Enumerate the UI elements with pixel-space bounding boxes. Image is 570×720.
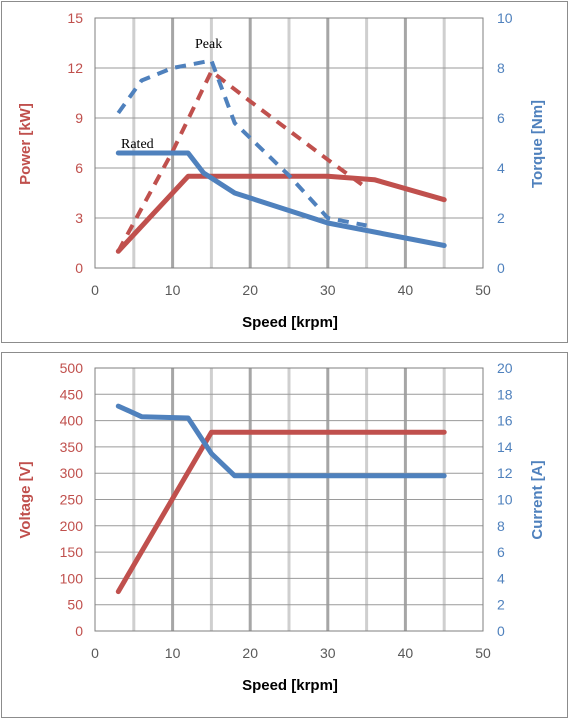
y-left-tick-label: 450 (60, 386, 84, 402)
power-torque-chart: Speed [krpm] Power [kW] Torque [Nm] Peak… (17, 10, 546, 331)
annotation-rated: Rated (121, 137, 154, 152)
y-left-tick-label: 3 (75, 210, 83, 226)
x-tick-label: 0 (91, 645, 99, 661)
y-right-tick-label: 10 (497, 492, 513, 508)
series-line-rated-power (115, 173, 447, 254)
y-right-tick-label: 10 (497, 10, 513, 26)
x-tick-label: 30 (320, 645, 336, 661)
x-tick-label: 10 (165, 282, 181, 298)
y-left-tick-label: 150 (60, 544, 84, 560)
x-tick-label: 10 (165, 645, 181, 661)
voltage-current-chart-panel: Speed [krpm] Voltage [V] Current [A] 0 50… (1, 352, 568, 718)
plot-frame (94, 367, 484, 632)
x-tick-label: 20 (242, 645, 258, 661)
y-right-tick-label: 14 (497, 439, 513, 455)
y-right-tick-label: 18 (497, 386, 513, 402)
series-line-current (115, 403, 447, 479)
y-right-tick-label: 4 (497, 570, 505, 586)
plot-frame (94, 17, 484, 269)
plot-area (94, 17, 484, 269)
y-right-tick-label: 0 (497, 623, 505, 639)
x-tick-label: 40 (398, 282, 414, 298)
y-left-tick-label: 500 (60, 360, 84, 376)
y-left-tick-label: 200 (60, 518, 84, 534)
y-right-tick-label: 0 (497, 260, 505, 276)
x-axis-label: Speed [krpm] (242, 314, 338, 331)
y-left-tick-label: 6 (75, 160, 83, 176)
series-line-rated-torque (115, 150, 447, 248)
y-left-tick-label: 100 (60, 570, 84, 586)
y-right-tick-label: 8 (497, 518, 505, 534)
x-tick-label: 20 (242, 282, 258, 298)
y-right-tick-label: 6 (497, 110, 505, 126)
y-right-tick-label: 20 (497, 360, 513, 376)
y-left-tick-label: 350 (60, 439, 84, 455)
y-left-tick-label: 50 (67, 597, 83, 613)
power-torque-chart-panel: Speed [krpm] Power [kW] Torque [Nm] Peak… (1, 1, 568, 343)
y-right-tick-label: 4 (497, 160, 505, 176)
y-right-axis-label: Current [A] (529, 460, 546, 539)
y-left-tick-label: 0 (75, 260, 83, 276)
x-tick-label: 40 (398, 645, 414, 661)
plot-area (94, 367, 484, 632)
y-right-tick-label: 2 (497, 597, 505, 613)
series-line-voltage (115, 429, 447, 595)
y-left-axis-label: Power [kW] (17, 103, 34, 185)
y-left-tick-label: 250 (60, 492, 84, 508)
y-left-tick-label: 400 (60, 413, 84, 429)
y-right-tick-label: 2 (497, 210, 505, 226)
x-tick-label: 50 (475, 282, 491, 298)
y-left-tick-label: 0 (75, 623, 83, 639)
y-left-tick-label: 12 (67, 60, 83, 76)
y-right-tick-label: 12 (497, 465, 513, 481)
series-line-peak-torque (116, 58, 367, 228)
y-left-axis-label: Voltage [V] (17, 461, 34, 538)
y-left-tick-label: 9 (75, 110, 83, 126)
y-right-tick-label: 16 (497, 413, 513, 429)
y-left-tick-label: 300 (60, 465, 84, 481)
x-tick-label: 0 (91, 282, 99, 298)
y-right-tick-label: 8 (497, 60, 505, 76)
x-tick-label: 50 (475, 645, 491, 661)
y-left-tick-label: 15 (67, 10, 83, 26)
voltage-current-chart: Speed [krpm] Voltage [V] Current [A] 0 50… (17, 360, 546, 694)
x-tick-label: 30 (320, 282, 336, 298)
y-right-axis-label: Torque [Nm] (529, 100, 546, 188)
annotation-peak: Peak (195, 37, 222, 52)
x-axis-label: Speed [krpm] (242, 677, 338, 694)
y-right-tick-label: 6 (497, 544, 505, 560)
